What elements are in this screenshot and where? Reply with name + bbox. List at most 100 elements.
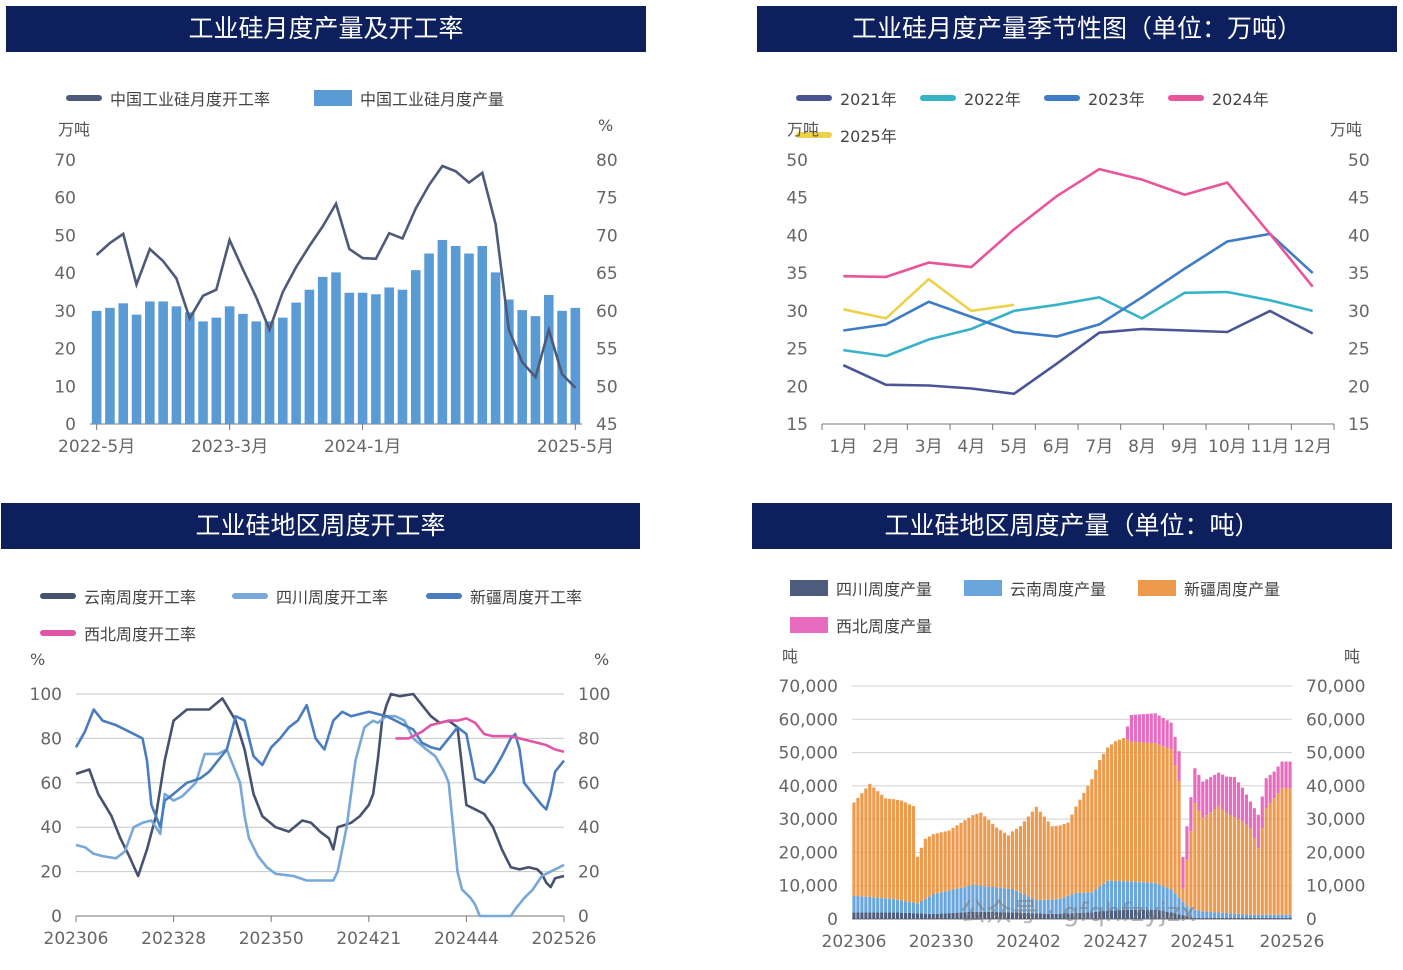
y-left-tick-label: 0	[65, 415, 76, 435]
xinjiang-output-bar	[1090, 779, 1094, 893]
xibei-output-bar	[1225, 776, 1229, 814]
y-right-tick-label: 55	[596, 340, 618, 360]
yunnan-output-bar	[947, 890, 951, 914]
xibei-output-bar	[1133, 714, 1138, 742]
y-right-tick-label: 80	[578, 729, 600, 749]
sichuan-output-bar	[852, 912, 856, 919]
yunnan-output-bar	[1193, 909, 1197, 919]
y-right-tick-label: 45	[596, 415, 618, 435]
x-tick-label: 9月	[1171, 437, 1199, 457]
xinjiang-output-bar	[1062, 824, 1066, 898]
xinjiang-output-bar	[967, 817, 971, 886]
legend-item-2024: 2024年	[1168, 86, 1269, 110]
yunnan-output-bar	[1260, 914, 1264, 919]
xinjiang-output-bar	[1193, 803, 1197, 910]
legend-label: 四川周度产量	[836, 580, 933, 599]
yunnan-output-bar	[1189, 907, 1193, 918]
y-left-tick-label: 20,000	[779, 843, 838, 863]
x-tick-label: 202526	[1260, 932, 1325, 952]
x-tick-label: 2025-5月	[537, 437, 614, 457]
legend-item-output: 中国工业硅月度产量	[314, 86, 504, 110]
xibei-output-bar	[1288, 761, 1292, 789]
panel3-unit-left: %	[30, 650, 46, 669]
sichuan-output-bar	[1201, 918, 1205, 919]
sichuan-output-bar	[1010, 912, 1015, 919]
panel4-unit-left: 吨	[782, 647, 799, 666]
y-left-tick-label: 10	[54, 377, 76, 397]
sichuan-output-bar	[1137, 909, 1141, 919]
xinjiang-output-bar	[911, 806, 916, 903]
xinjiang-output-bar	[1042, 816, 1046, 900]
y-right-tick-label: 50,000	[1306, 744, 1365, 764]
xinjiang-output-bar	[1185, 859, 1189, 907]
panel2-unit-left: 万吨	[787, 120, 820, 139]
output-bar	[291, 302, 301, 424]
output-bar	[118, 303, 129, 424]
xinjiang-output-bar	[1054, 825, 1058, 900]
x-tick-label: 12月	[1293, 437, 1332, 457]
xibei-output-bar	[1205, 779, 1209, 816]
y-right-tick-label: 60,000	[1306, 710, 1365, 730]
legend-item-2023: 2023年	[1044, 86, 1145, 110]
sichuan-output-bar	[911, 913, 916, 919]
xinjiang-output-bar	[1169, 749, 1173, 890]
sichuan-output-bar	[1228, 918, 1233, 919]
sichuan-output-bar	[1042, 913, 1046, 919]
yunnan-output-bar	[995, 887, 999, 913]
xinjiang-output-bar	[1264, 808, 1268, 915]
xibei-output-bar	[1260, 796, 1264, 829]
watermark: 公众号 · gfqhfzyjzx	[960, 898, 1196, 928]
sichuan-output-bar	[1034, 913, 1038, 919]
output-bar	[304, 289, 315, 424]
xinjiang-output-bar	[1003, 832, 1007, 889]
yunnan-output-bar	[1145, 882, 1149, 910]
yunnan-output-bar	[1232, 913, 1237, 919]
sichuan-output-bar	[1284, 918, 1288, 919]
panel4-unit-right: 吨	[1344, 647, 1361, 666]
xinjiang-output-bar	[892, 799, 896, 900]
sichuan-output-bar	[880, 912, 884, 919]
x-tick-label: 5月	[1000, 437, 1028, 457]
xinjiang-output-bar	[880, 794, 884, 899]
sichuan-output-bar	[1102, 911, 1106, 919]
legend-label: 2025年	[840, 127, 897, 146]
xinjiang-output-bar	[1284, 788, 1288, 915]
yunnan-output-bar	[1058, 898, 1062, 914]
xinjiang-output-bar	[1129, 741, 1134, 882]
sichuan-output-bar	[1252, 918, 1256, 919]
output-bar	[424, 253, 434, 424]
xibei-output-bar	[1240, 787, 1245, 821]
sichuan-output-bar	[1062, 913, 1066, 919]
sichuan-output-bar	[1153, 909, 1157, 919]
legend-swatch	[66, 95, 102, 101]
yunnan-output-bar	[907, 901, 912, 914]
xinjiang-output-bar	[1022, 821, 1027, 895]
y-left-tick-label: 25	[786, 340, 808, 360]
yunnan-output-bar	[991, 887, 995, 913]
yunnan-output-bar	[1070, 894, 1074, 914]
xinjiang-output-bar	[1010, 831, 1015, 890]
yunnan-output-bar	[1066, 895, 1070, 914]
xibei-output-bar	[1217, 772, 1221, 806]
x-tick-label: 2022-5月	[58, 437, 135, 457]
sichuan-output-bar	[1022, 912, 1027, 919]
y-right-tick-label: 30,000	[1306, 810, 1365, 830]
legend-item-2025: 2025年	[796, 123, 897, 147]
legend-item-xinjiang: 新疆周度开工率	[426, 584, 582, 608]
xinjiang-output-bar	[856, 797, 860, 897]
sichuan-output-bar	[1256, 918, 1260, 919]
sichuan-output-bar	[1066, 913, 1070, 919]
yunnan-output-bar	[915, 903, 919, 914]
sichuan-output-bar	[939, 913, 943, 919]
sichuan-output-bar	[899, 912, 904, 919]
xinjiang-output-bar	[1153, 743, 1157, 884]
output-bar	[384, 287, 394, 424]
yunnan-output-bar	[1236, 913, 1241, 919]
yunnan-output-bar	[852, 895, 856, 913]
xinjiang-output-bar	[1248, 828, 1252, 915]
sichuan-output-bar	[1074, 913, 1078, 919]
y-right-tick-label: 75	[596, 189, 618, 209]
sichuan-output-bar	[1070, 913, 1074, 919]
xinjiang-output-bar	[919, 847, 923, 902]
sichuan-output-bar	[955, 912, 959, 919]
